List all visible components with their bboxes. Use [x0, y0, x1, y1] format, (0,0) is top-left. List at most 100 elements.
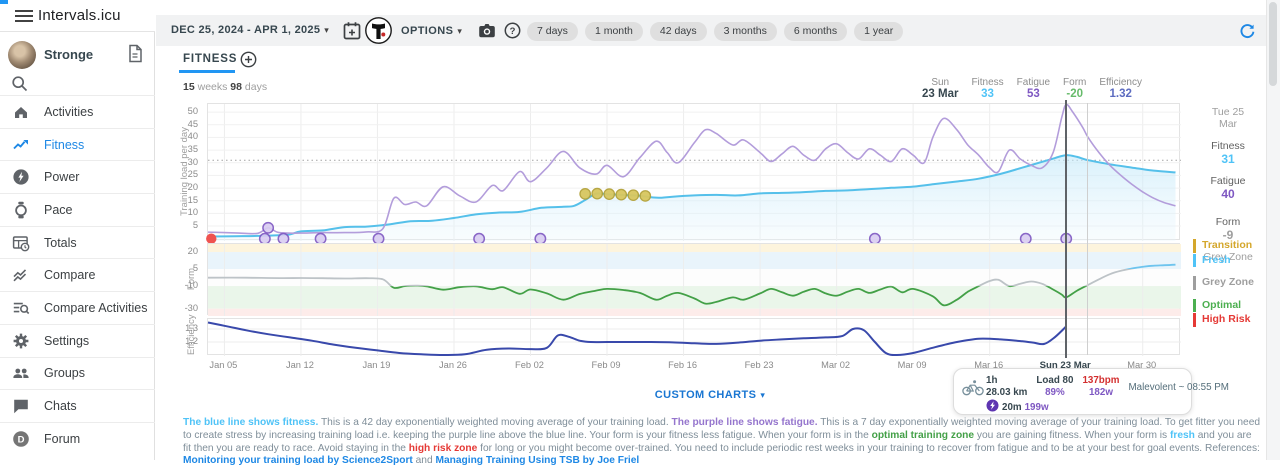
sidebar-item-label: Compare: [44, 268, 96, 283]
y-tick: 45: [187, 118, 198, 129]
y-tick: -30: [184, 302, 198, 313]
sidebar-item-compare-activities[interactable]: Compare Activities: [0, 291, 155, 324]
y-tick: 35: [187, 144, 198, 155]
sidebar-item-totals[interactable]: Totals: [0, 225, 155, 259]
x-tick: Jan 12: [285, 360, 314, 370]
search-icon[interactable]: [11, 75, 28, 97]
sidebar-item-forum[interactable]: D Forum: [0, 421, 155, 455]
today-line: [1087, 103, 1089, 355]
y-tick: 40: [187, 131, 198, 142]
sidebar-item-compare[interactable]: Compare: [0, 258, 155, 291]
cursor-stat-efficiency: Efficiency 1.32: [1099, 77, 1142, 100]
y-tick: 5: [192, 220, 198, 231]
forum-icon: D: [12, 430, 30, 448]
today-stat-fatigue: Fatigue 40: [1210, 175, 1246, 201]
cursor-stat-fitness: Fitness 33: [971, 77, 1004, 100]
zone-legend-high-risk: High Risk: [1193, 313, 1273, 327]
sidebar-item-activities[interactable]: Activities: [0, 95, 155, 128]
zone-legend-grey-zone: Grey Zone: [1193, 276, 1273, 290]
range-pill[interactable]: 7 days: [527, 22, 578, 41]
range-pill[interactable]: 3 months: [713, 22, 777, 41]
sidebar-item-label: Fitness: [44, 137, 85, 152]
chart-explanation: The blue line shows fitness. This is a 4…: [183, 417, 1262, 468]
efficiency-chart-panel[interactable]: [207, 318, 1181, 357]
user-row[interactable]: Stronge: [0, 40, 155, 72]
progress-fragment: [0, 0, 8, 4]
y-tick: 10: [187, 207, 198, 218]
scrollbar-thumb[interactable]: [1269, 2, 1277, 86]
reference-link[interactable]: Monitoring your training load by Science…: [183, 455, 413, 467]
ylabel-training-load: Training load per day: [179, 127, 190, 216]
range-pill[interactable]: 6 months: [783, 22, 848, 41]
calendar-add-icon[interactable]: [343, 21, 361, 45]
add-chart-icon[interactable]: [240, 51, 257, 73]
sidebar: Stronge Activities Fitness Power Pace Totals…: [0, 32, 155, 460]
sidebar-item-label: Pace: [44, 202, 73, 217]
svg-text:?: ?: [510, 26, 516, 37]
fitness-icon: [12, 136, 30, 154]
menu-icon[interactable]: [15, 10, 33, 22]
y-tick: 20: [187, 246, 198, 257]
explanation-text: The purple line shows fatigue.: [671, 417, 818, 428]
y-tick: 1.2: [185, 335, 198, 346]
y-tick: 5: [192, 263, 198, 274]
activity-tooltip[interactable]: 1h 28.03 km Load 80 89% 137bpm 182w Male…: [953, 368, 1229, 415]
xaxis-dates: Jan 05 Jan 12 Jan 19 Jan 26 Feb 02 Feb 09 Feb …: [207, 360, 1180, 373]
sidebar-item-chats[interactable]: Chats: [0, 389, 155, 422]
form-zone-note: Grey Zone: [1203, 251, 1253, 263]
form-chart-panel[interactable]: [207, 243, 1181, 316]
today-date: Tue 25 Mar: [1211, 106, 1245, 130]
y-tick: 1.3: [185, 322, 198, 333]
range-pill[interactable]: 1 year: [854, 22, 904, 41]
y-tick: 50: [187, 106, 198, 117]
team-logo[interactable]: [365, 17, 392, 49]
date-range-selector[interactable]: DEC 25, 2024 - APR 1, 2025 ▾: [171, 24, 330, 36]
help-icon[interactable]: ?: [504, 22, 521, 44]
sidebar-item-fitness[interactable]: Fitness: [0, 127, 155, 161]
sidebar-item-power[interactable]: Power: [0, 160, 155, 193]
avatar[interactable]: [8, 41, 36, 69]
document-icon[interactable]: [127, 44, 143, 68]
chevron-down-icon: ▾: [760, 390, 766, 400]
zone-legend-optimal: Optimal: [1193, 298, 1273, 312]
y-tick: 15: [187, 194, 198, 205]
x-tick: Feb 23: [744, 360, 774, 370]
tab-underline: [179, 70, 235, 73]
x-tick: Mar 02: [821, 360, 851, 370]
sidebar-item-groups[interactable]: Groups: [0, 356, 155, 390]
x-tick: Mar 09: [897, 360, 927, 370]
explanation-text: The blue line shows fitness.: [183, 417, 319, 428]
app-title: Intervals.icu: [38, 7, 121, 24]
range-pill[interactable]: 42 days: [649, 22, 707, 41]
range-pill[interactable]: 1 month: [584, 22, 643, 41]
y-tick: 20: [187, 182, 198, 193]
chart-cursor-line[interactable]: [1065, 100, 1067, 358]
zone-legend-transition: Transition: [1193, 239, 1273, 253]
svg-text:D: D: [18, 434, 25, 445]
explanation-text: fresh: [1169, 429, 1195, 441]
sidebar-item-label: Settings: [44, 333, 90, 348]
reference-link[interactable]: Managing Training Using TSB by Joe Friel: [435, 455, 640, 467]
options-button[interactable]: OPTIONS ▾: [401, 25, 463, 37]
today-stat-form: Form -9: [1215, 216, 1241, 242]
cursor-stat-fatigue: Fatigue 53: [1016, 77, 1051, 100]
refresh-icon[interactable]: [1239, 23, 1256, 45]
yaxis-efficiency: 1.3 1.2: [155, 318, 203, 355]
hr-power: 137bpm 182w: [1082, 375, 1120, 398]
sidebar-item-pace[interactable]: Pace: [0, 193, 155, 226]
cursor-stats: Sun 23 Mar Fitness 33 Fatigue 53 Form -20 Effi…: [922, 77, 1142, 101]
chats-icon: [12, 397, 30, 415]
custom-charts-toggle[interactable]: CUSTOM CHARTS ▾: [654, 389, 766, 401]
sidebar-item-settings[interactable]: Settings: [0, 323, 155, 357]
x-tick: Jan 26: [439, 360, 467, 370]
x-tick: Mar 16: [974, 360, 1004, 370]
user-name: Stronge: [44, 47, 94, 62]
tab-fitness[interactable]: FITNESS: [183, 53, 238, 65]
cursor-date: Sun 23 Mar: [922, 77, 959, 100]
yaxis-form: 20 5 -10 -30: [155, 243, 203, 315]
x-tick: Feb 02: [515, 360, 544, 370]
fitness-chart-panel[interactable]: [206, 103, 1181, 245]
explanation-text: high risk zone: [408, 442, 478, 454]
camera-icon[interactable]: [478, 22, 496, 44]
pace-icon: [12, 201, 30, 219]
